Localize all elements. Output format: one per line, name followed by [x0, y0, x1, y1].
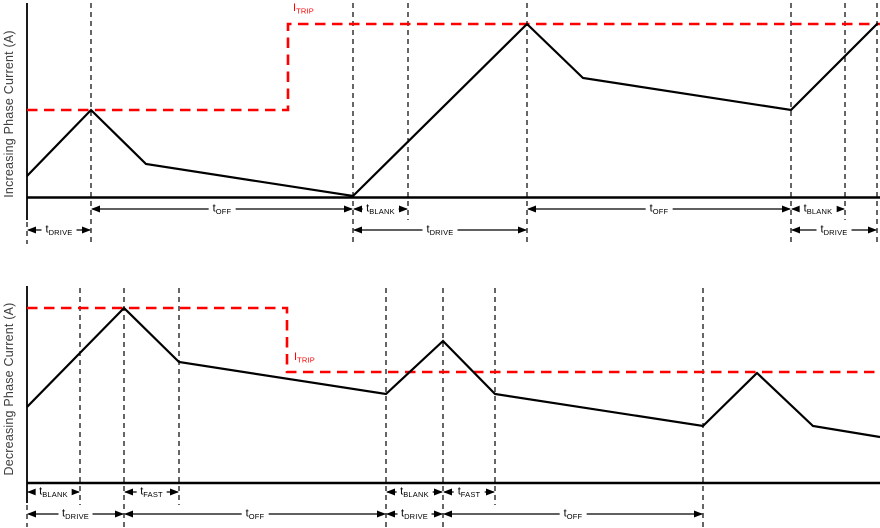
arrowhead-left-icon [791, 226, 800, 234]
arrowhead-left-icon [386, 488, 395, 496]
arrowhead-left-icon [353, 226, 362, 234]
arrowhead-right-icon [836, 205, 845, 213]
arrowhead-left-icon [27, 510, 36, 518]
phase-current-waveform-increasing [26, 22, 879, 198]
arrowhead-right-icon [694, 510, 703, 518]
arrowhead-right-icon [399, 205, 408, 213]
arrowhead-left-icon [91, 205, 100, 213]
arrowhead-left-icon [443, 510, 452, 518]
arrowhead-right-icon [71, 488, 80, 496]
arrowhead-left-icon [27, 488, 36, 496]
arrowhead-left-icon [124, 488, 133, 496]
arrowhead-left-icon [124, 510, 133, 518]
arrowhead-right-icon [782, 205, 791, 213]
itrip-threshold-line-decreasing [27, 306, 880, 374]
arrowhead-right-icon [170, 488, 179, 496]
arrowhead-right-icon [518, 226, 527, 234]
arrowhead-right-icon [434, 510, 443, 518]
arrowhead-right-icon [82, 226, 91, 234]
arrowhead-right-icon [486, 488, 495, 496]
arrowhead-right-icon [434, 488, 443, 496]
arrowhead-right-icon [344, 205, 353, 213]
arrowhead-left-icon [27, 226, 36, 234]
arrowhead-left-icon [443, 488, 452, 496]
arrowhead-left-icon [527, 205, 536, 213]
arrowhead-right-icon [868, 226, 877, 234]
arrowhead-left-icon [386, 510, 395, 518]
arrowhead-right-icon [377, 510, 386, 518]
phase-current-waveform-decreasing [26, 306, 880, 439]
arrowhead-left-icon [791, 205, 800, 213]
arrowhead-left-icon [353, 205, 362, 213]
arrowhead-right-icon [115, 510, 124, 518]
